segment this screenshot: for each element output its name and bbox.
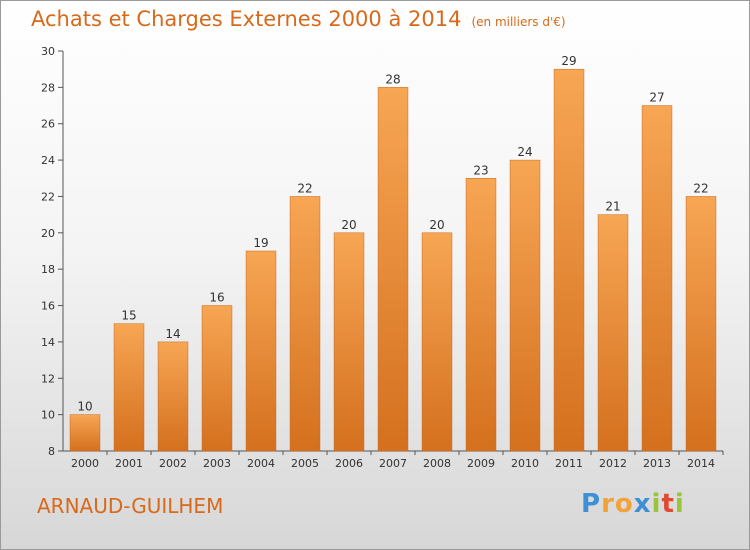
- logo-letter: r: [601, 489, 615, 519]
- bar-value-label: 21: [605, 200, 620, 214]
- bar: [69, 414, 101, 452]
- y-tick-label: 30: [41, 45, 55, 58]
- x-tick-label: 2013: [643, 457, 671, 470]
- bar: [509, 159, 541, 452]
- x-tick-label: 2002: [159, 457, 187, 470]
- bar: [377, 87, 409, 452]
- y-tick-label: 16: [41, 300, 55, 313]
- chart-bars: [69, 68, 717, 452]
- bar: [245, 250, 277, 452]
- bar-value-label: 20: [341, 218, 356, 232]
- y-tick-label: 12: [41, 372, 55, 385]
- x-tick-label: 2010: [511, 457, 539, 470]
- x-tick-label: 2006: [335, 457, 363, 470]
- y-tick-label: 20: [41, 227, 55, 240]
- bar: [421, 232, 453, 452]
- bar-value-label: 29: [561, 54, 576, 68]
- bar-value-label: 15: [121, 309, 136, 323]
- x-tick-label: 2007: [379, 457, 407, 470]
- bar-value-label: 19: [253, 236, 268, 250]
- bar-value-label: 10: [77, 400, 92, 414]
- bar-value-label: 28: [385, 72, 400, 86]
- logo-letter: o: [614, 489, 634, 519]
- x-tick-label: 2001: [115, 457, 143, 470]
- bar-value-label: 24: [517, 145, 532, 159]
- bar: [641, 105, 673, 452]
- bar: [157, 341, 189, 452]
- logo-letter: i: [651, 489, 662, 519]
- x-tick-label: 2008: [423, 457, 451, 470]
- bar-value-label: 23: [473, 163, 488, 177]
- bar: [597, 214, 629, 452]
- y-tick-label: 22: [41, 190, 55, 203]
- proxiti-logo: Proxiti: [581, 489, 685, 519]
- bar: [113, 323, 145, 452]
- logo-letter: t: [661, 489, 675, 519]
- x-tick-label: 2014: [687, 457, 715, 470]
- bar: [289, 196, 321, 452]
- x-tick-label: 2009: [467, 457, 495, 470]
- bar: [553, 68, 585, 452]
- chart-subtitle: (en milliers d'€): [471, 15, 566, 29]
- x-tick-label: 2012: [599, 457, 627, 470]
- x-tick-label: 2005: [291, 457, 319, 470]
- bar-value-label: 22: [693, 181, 708, 195]
- bar-value-label: 16: [209, 291, 224, 305]
- y-tick-label: 28: [41, 81, 55, 94]
- x-tick-label: 2000: [71, 457, 99, 470]
- y-tick-label: 10: [41, 409, 55, 422]
- logo-letter: x: [633, 489, 652, 519]
- bar-value-label: 14: [165, 327, 180, 341]
- y-tick-label: 24: [41, 154, 55, 167]
- chart-title: Achats et Charges Externes 2000 à 2014 (e…: [31, 7, 566, 31]
- bar: [201, 305, 233, 452]
- commune-name: ARNAUD-GUILHEM: [37, 494, 224, 518]
- chart-value-labels: 10 15 14 16 19 22 20 28 20 23 24 29 21 27 22: [77, 54, 708, 413]
- x-tick-label: 2003: [203, 457, 231, 470]
- bar-value-label: 20: [429, 218, 444, 232]
- title-text: Achats et Charges Externes 2000 à 2014: [31, 7, 462, 31]
- bar-value-label: 22: [297, 181, 312, 195]
- logo-letter: i: [674, 489, 685, 519]
- chart-axes: 8 10 12 14 16 18 20 22 24 26 28 30 2000 2001 2002 2003 2…: [41, 45, 724, 470]
- y-tick-label: 8: [48, 445, 55, 458]
- x-tick-label: 2004: [247, 457, 275, 470]
- bar-value-label: 27: [649, 91, 664, 105]
- y-tick-label: 18: [41, 263, 55, 276]
- y-tick-label: 14: [41, 336, 55, 349]
- bar: [465, 178, 497, 452]
- bar: [685, 196, 717, 452]
- x-tick-label: 2011: [555, 457, 583, 470]
- logo-letter: P: [581, 489, 602, 519]
- bar: [333, 232, 365, 452]
- y-tick-label: 26: [41, 118, 55, 131]
